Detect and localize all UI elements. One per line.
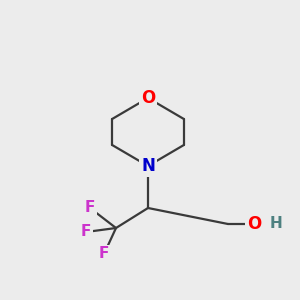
Text: F: F <box>81 224 91 239</box>
Text: O: O <box>247 215 261 233</box>
Text: O: O <box>141 89 155 107</box>
Text: N: N <box>141 157 155 175</box>
Text: F: F <box>99 247 109 262</box>
Text: F: F <box>85 200 95 215</box>
Text: H: H <box>270 217 282 232</box>
